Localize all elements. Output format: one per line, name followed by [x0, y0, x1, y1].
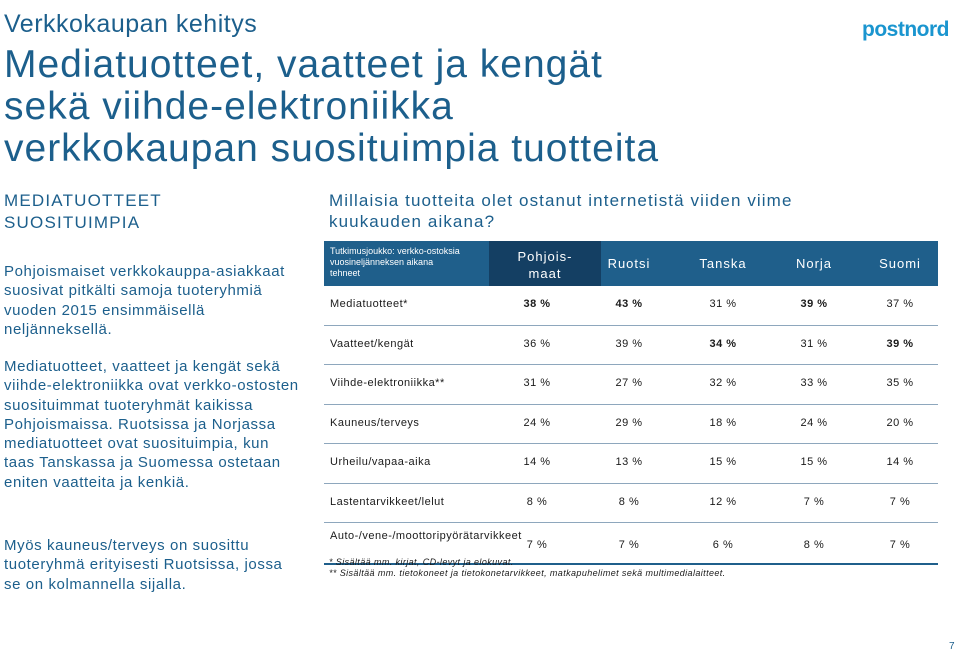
- row-label: Kauneus/terveys: [330, 416, 420, 429]
- cell-value: 14 %: [523, 456, 551, 468]
- cell-value: 7 %: [889, 495, 911, 508]
- cell-value: 32 %: [709, 377, 737, 389]
- table-row: Urheilu/vapaa-aika 14 % 13 % 15 % 15 % 1…: [324, 444, 938, 484]
- cell-value: 7 %: [803, 495, 825, 508]
- column-header-denmark: Tanska: [699, 256, 747, 271]
- row-label: Lastentarvikkeet/lelut: [330, 495, 445, 508]
- cell-value: 31 %: [523, 377, 551, 389]
- heading-line: MEDIATUOTTEET: [4, 191, 162, 210]
- footnote: ** Sisältää mm. tietokoneet ja tietokone…: [329, 568, 726, 578]
- cell-value: 39 %: [886, 337, 914, 350]
- row-label: Viihde-elektroniikka**: [330, 377, 445, 389]
- cell-value: 8 %: [803, 539, 825, 551]
- left-heading: MEDIATUOTTEET SUOSITUIMPIA: [4, 190, 162, 234]
- cell-value: 12 %: [709, 495, 737, 508]
- heading-line: SUOSITUIMPIA: [4, 213, 141, 232]
- cell-value: 31 %: [800, 337, 828, 350]
- table-row: Viihde-elektroniikka** 31 % 27 % 32 % 33…: [324, 365, 938, 405]
- column-header-norway: Norja: [795, 256, 833, 271]
- table-row: Mediatuotteet* 38 % 43 % 31 % 39 % 37 %: [324, 286, 938, 326]
- cell-value: 14 %: [886, 456, 914, 468]
- survey-question: Millaisia tuotteita olet ostanut interne…: [329, 190, 793, 232]
- cell-value: 29 %: [615, 416, 643, 429]
- cell-value: 24 %: [800, 416, 828, 429]
- cell-value: 36 %: [523, 337, 551, 350]
- cell-value: 39 %: [615, 337, 643, 350]
- row-label: Mediatuotteet*: [330, 298, 408, 310]
- cell-value: 13 %: [615, 456, 643, 468]
- title-line: sekä viihde-elektroniikka: [4, 85, 454, 128]
- cell-value: 18 %: [709, 416, 737, 429]
- footnotes: * Sisältää mm. kirjat, CD-levyt ja eloku…: [329, 557, 726, 579]
- question-line: kuukauden aikana?: [329, 212, 496, 231]
- cell-value: 24 %: [523, 416, 551, 429]
- table-body: Mediatuotteet* 38 % 43 % 31 % 39 % 37 % …: [324, 286, 938, 565]
- cell-value: 34 %: [709, 337, 737, 350]
- question-line: Millaisia tuotteita olet ostanut interne…: [329, 191, 793, 210]
- cell-value: 35 %: [886, 377, 914, 389]
- cell-value: 15 %: [709, 456, 737, 468]
- row-label: Urheilu/vapaa-aika: [330, 456, 431, 468]
- table-row: Vaatteet/kengät 36 % 39 % 34 % 31 % 39 %: [324, 326, 938, 365]
- cell-value: 8 %: [526, 495, 548, 508]
- cell-value: 6 %: [712, 539, 734, 551]
- cell-value: 7 %: [618, 539, 640, 551]
- row-label: Auto-/vene-/moottoripyörätarvikkeet: [330, 530, 522, 542]
- cell-value: 20 %: [886, 416, 914, 429]
- cell-value: 33 %: [800, 377, 828, 389]
- paragraph: Pohjoismaiset verkkokauppa-asiakkaat suo…: [4, 263, 285, 338]
- paragraph: Myös kauneus/terveys on suosittu tuotery…: [4, 537, 283, 593]
- cell-value: 27 %: [615, 377, 643, 389]
- page-number: 7: [949, 641, 955, 652]
- cell-value: 39 %: [800, 298, 828, 310]
- column-header-nordic: Pohjois- maat: [489, 241, 601, 286]
- column-header-sweden: Ruotsi: [607, 256, 651, 271]
- cell-value: 7 %: [526, 539, 548, 551]
- table-header: Tutkimusjoukko: verkko-ostoksia vuosinel…: [324, 241, 938, 286]
- sample-note: Tutkimusjoukko: verkko-ostoksia vuosinel…: [330, 246, 460, 278]
- title-line: Mediatuotteet, vaatteet ja kengät: [4, 43, 603, 86]
- cell-value: 7 %: [889, 539, 911, 551]
- row-label: Vaatteet/kengät: [330, 337, 414, 350]
- cell-value: 37 %: [886, 298, 914, 310]
- cell-value: 31 %: [709, 298, 737, 310]
- section-kicker: Verkkokaupan kehitys: [4, 10, 258, 38]
- table-row: Lastentarvikkeet/lelut 8 % 8 % 12 % 7 % …: [324, 484, 938, 523]
- paragraph: Mediatuotteet, vaatteet ja kengät sekä v…: [4, 358, 299, 491]
- title-line: verkkokaupan suosituimpia tuotteita: [4, 127, 660, 170]
- svg-text:postnord: postnord: [862, 18, 949, 41]
- column-header-finland: Suomi: [879, 256, 921, 271]
- footnote: * Sisältää mm. kirjat, CD-levyt ja eloku…: [329, 557, 514, 567]
- column-header-label: Pohjois- maat: [517, 249, 573, 281]
- cell-value: 38 %: [523, 298, 551, 310]
- table-row: Auto-/vene-/moottoripyörätarvikkeet 7 % …: [324, 523, 938, 565]
- table-row: Kauneus/terveys 24 % 29 % 18 % 24 % 20 %: [324, 405, 938, 444]
- cell-value: 43 %: [615, 298, 643, 310]
- cell-value: 8 %: [618, 495, 640, 508]
- cell-value: 15 %: [800, 456, 828, 468]
- postnord-logo: postnord: [862, 18, 949, 41]
- page-title: Mediatuotteet, vaatteet ja kengät sekä v…: [4, 44, 659, 170]
